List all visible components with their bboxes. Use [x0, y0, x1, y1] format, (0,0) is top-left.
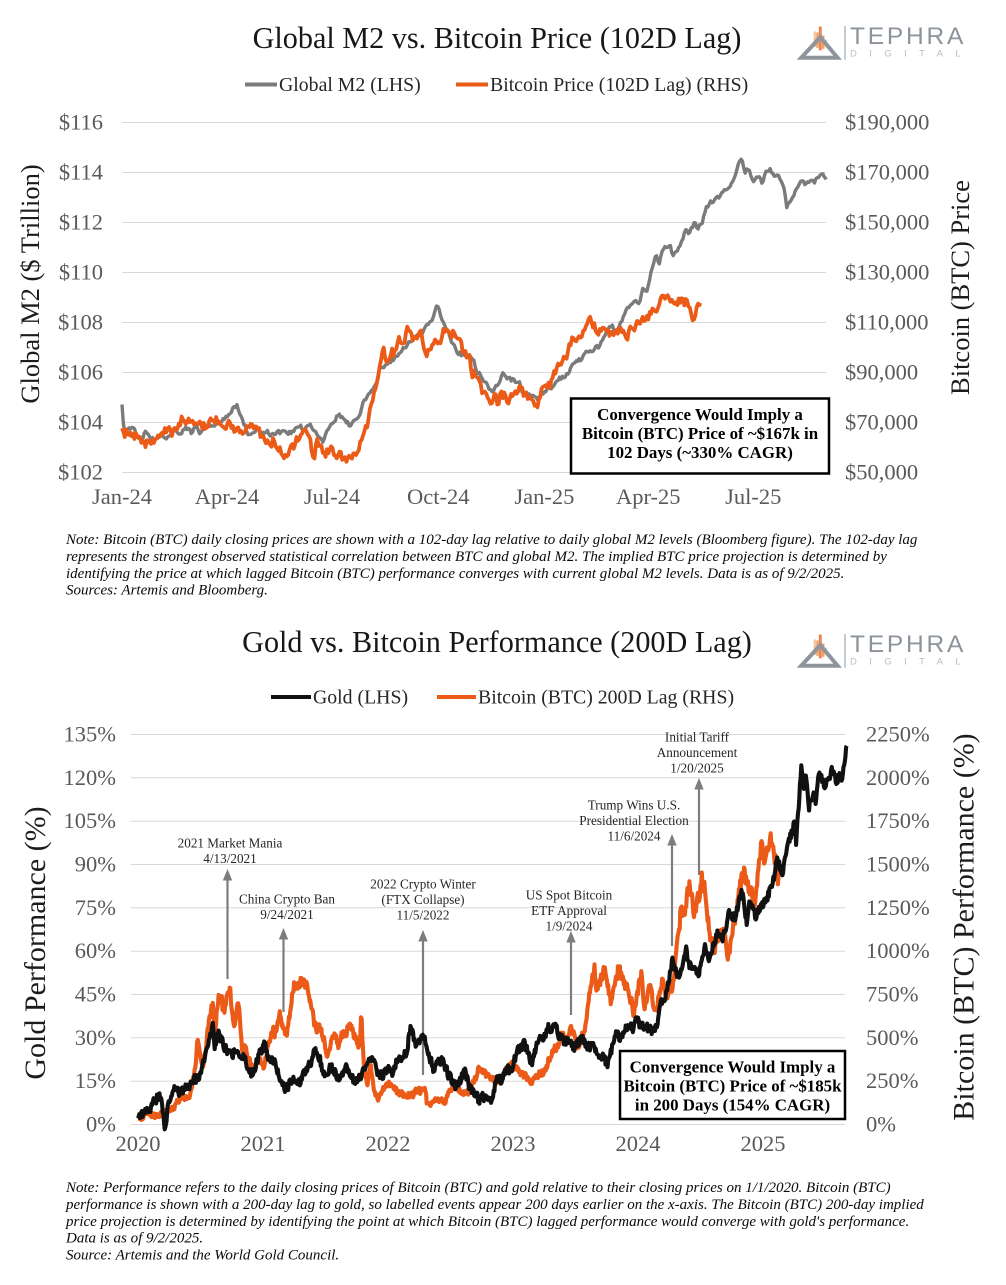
svg-text:11/6/2024: 11/6/2024 [608, 829, 661, 844]
svg-text:ETF Approval: ETF Approval [531, 903, 607, 918]
svg-text:$102: $102 [58, 460, 103, 485]
svg-text:Global M2 ($ Trillion): Global M2 ($ Trillion) [15, 164, 45, 403]
svg-text:1/9/2024: 1/9/2024 [546, 919, 593, 934]
svg-text:$116: $116 [59, 110, 103, 135]
svg-text:Sources: Artemis and Bloomberg: Sources: Artemis and Bloomberg. [66, 583, 268, 599]
svg-text:Gold vs. Bitcoin Performance (: Gold vs. Bitcoin Performance (200D Lag) [242, 625, 752, 659]
svg-text:135%: 135% [64, 722, 117, 747]
svg-text:Note: Bitcoin (BTC) daily clos: Note: Bitcoin (BTC) daily closing prices… [65, 532, 918, 548]
svg-text:2025: 2025 [741, 1131, 786, 1156]
svg-text:Bitcoin (BTC) Price of ~$167k: Bitcoin (BTC) Price of ~$167k in [582, 424, 819, 443]
svg-text:Trump Wins U.S.: Trump Wins U.S. [588, 798, 681, 813]
svg-text:$110,000: $110,000 [845, 310, 929, 335]
svg-text:$150,000: $150,000 [845, 210, 929, 235]
svg-text:Jul-25: Jul-25 [725, 484, 781, 509]
svg-text:11/5/2022: 11/5/2022 [397, 908, 450, 923]
svg-text:2021 Market Mania: 2021 Market Mania [178, 836, 283, 851]
svg-text:120%: 120% [64, 765, 117, 790]
svg-text:1/20/2025: 1/20/2025 [670, 761, 724, 776]
svg-text:250%: 250% [866, 1068, 919, 1093]
svg-text:$114: $114 [59, 160, 103, 185]
svg-text:$170,000: $170,000 [845, 160, 929, 185]
svg-text:1000%: 1000% [866, 938, 930, 963]
svg-text:Bitcoin (BTC) Price: Bitcoin (BTC) Price [945, 180, 975, 395]
svg-text:in 200 Days (154% CAGR): in 200 Days (154% CAGR) [635, 1096, 830, 1115]
svg-text:$108: $108 [58, 310, 103, 335]
svg-text:Oct-24: Oct-24 [407, 484, 469, 509]
svg-text:15%: 15% [75, 1068, 116, 1093]
svg-text:45%: 45% [75, 982, 116, 1007]
svg-text:9/24/2021: 9/24/2021 [260, 907, 313, 922]
svg-text:(FTX Collapse): (FTX Collapse) [381, 892, 464, 907]
svg-text:2024: 2024 [616, 1131, 661, 1156]
svg-text:750%: 750% [866, 982, 919, 1007]
svg-text:Convergence Would Imply a: Convergence Would Imply a [597, 405, 803, 424]
svg-text:Gold Performance (%): Gold Performance (%) [19, 806, 52, 1079]
svg-text:DIGITAL: DIGITAL [850, 49, 973, 60]
svg-text:1500%: 1500% [866, 852, 930, 877]
svg-text:Note: Performance refers to th: Note: Performance refers to the daily cl… [65, 1180, 891, 1196]
svg-text:2023: 2023 [491, 1131, 536, 1156]
svg-text:Jan-25: Jan-25 [514, 484, 574, 509]
svg-text:performance is shown with a 20: performance is shown with a 200-day lag … [65, 1197, 924, 1213]
svg-text:105%: 105% [64, 808, 117, 833]
svg-text:$190,000: $190,000 [845, 110, 929, 135]
svg-text:US Spot Bitcoin: US Spot Bitcoin [526, 888, 613, 903]
svg-text:4/13/2021: 4/13/2021 [203, 851, 256, 866]
svg-text:$50,000: $50,000 [845, 460, 918, 485]
svg-text:60%: 60% [75, 938, 116, 963]
svg-text:Initial Tariff: Initial Tariff [665, 730, 730, 745]
svg-text:2250%: 2250% [866, 722, 930, 747]
svg-text:Bitcoin Price (102D Lag) (RHS): Bitcoin Price (102D Lag) (RHS) [490, 74, 748, 96]
svg-text:Apr-25: Apr-25 [616, 484, 681, 509]
svg-text:TEPHRA: TEPHRA [850, 631, 966, 658]
svg-text:Jul-24: Jul-24 [304, 484, 360, 509]
svg-text:DIGITAL: DIGITAL [850, 657, 973, 668]
svg-text:2021: 2021 [241, 1131, 286, 1156]
svg-text:$112: $112 [59, 210, 103, 235]
svg-text:price projection is determined: price projection is determined by identi… [65, 1214, 909, 1230]
svg-text:Presidential Election: Presidential Election [579, 813, 689, 828]
svg-text:1250%: 1250% [866, 895, 930, 920]
svg-text:90%: 90% [75, 852, 116, 877]
svg-text:2000%: 2000% [866, 765, 930, 790]
svg-text:represents the strongest obser: represents the strongest observed statis… [66, 549, 887, 565]
svg-text:Jan-24: Jan-24 [92, 484, 152, 509]
svg-text:500%: 500% [866, 1025, 919, 1050]
svg-text:0%: 0% [86, 1112, 116, 1137]
svg-text:Gold (LHS): Gold (LHS) [313, 687, 408, 709]
svg-text:Bitcoin (BTC) Price of ~$185k: Bitcoin (BTC) Price of ~$185k [623, 1077, 842, 1096]
svg-text:Announcement: Announcement [657, 745, 738, 760]
svg-text:0%: 0% [866, 1112, 896, 1137]
svg-text:2022: 2022 [366, 1131, 411, 1156]
svg-text:China Crypto Ban: China Crypto Ban [239, 892, 335, 907]
svg-text:Source: Artemis and the World: Source: Artemis and the World Gold Counc… [66, 1248, 339, 1264]
svg-text:Bitcoin (BTC) 200D Lag (RHS): Bitcoin (BTC) 200D Lag (RHS) [478, 687, 734, 709]
svg-text:102 Days (~330% CAGR): 102 Days (~330% CAGR) [607, 443, 793, 462]
svg-text:Bitcoin (BTC) Performance (%): Bitcoin (BTC) Performance (%) [948, 733, 981, 1120]
svg-text:identifying the price at which: identifying the price at which lagged Bi… [66, 566, 844, 582]
svg-text:$70,000: $70,000 [845, 410, 918, 435]
svg-text:$106: $106 [58, 360, 103, 385]
svg-text:Data is as of 9/2/2025.: Data is as of 9/2/2025. [65, 1231, 203, 1247]
svg-text:30%: 30% [75, 1025, 116, 1050]
svg-text:2020: 2020 [116, 1131, 161, 1156]
svg-text:$110: $110 [59, 260, 103, 285]
svg-text:2022 Crypto Winter: 2022 Crypto Winter [370, 877, 476, 892]
svg-text:Global M2 vs. Bitcoin Price (1: Global M2 vs. Bitcoin Price (102D Lag) [253, 21, 742, 55]
svg-text:TEPHRA: TEPHRA [850, 23, 966, 50]
svg-text:Apr-24: Apr-24 [195, 484, 260, 509]
svg-text:Global M2 (LHS): Global M2 (LHS) [279, 74, 421, 96]
svg-text:$104: $104 [58, 410, 103, 435]
svg-text:$90,000: $90,000 [845, 360, 918, 385]
svg-text:75%: 75% [75, 895, 116, 920]
svg-text:$130,000: $130,000 [845, 260, 929, 285]
svg-text:1750%: 1750% [866, 808, 930, 833]
svg-text:Convergence Would Imply a: Convergence Would Imply a [630, 1058, 836, 1077]
